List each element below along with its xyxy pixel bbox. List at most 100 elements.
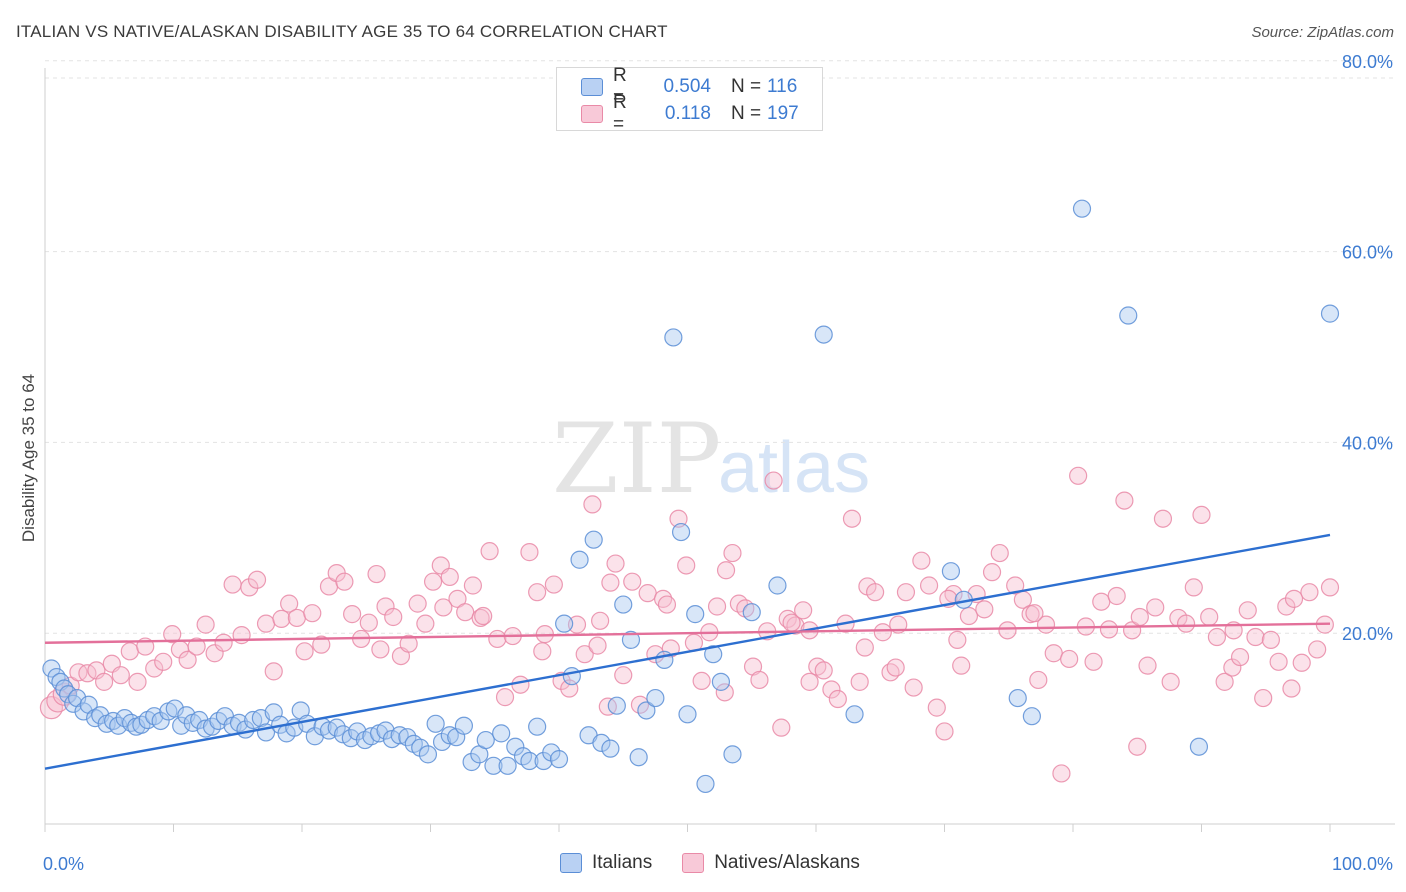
correlation-legend: R = 0.504 N = 116 R = 0.118 N = 197 [556, 65, 823, 135]
data-point [661, 639, 680, 658]
data-point [1146, 598, 1165, 617]
data-point [434, 598, 453, 617]
data-point [1006, 576, 1025, 595]
data-point [828, 689, 847, 709]
data-point [998, 621, 1017, 640]
data-point [1320, 578, 1340, 597]
data-point [399, 634, 418, 653]
trend-lines [44, 533, 1331, 770]
source-label: Source: ZipAtlas.com [1251, 24, 1394, 41]
data-point [440, 567, 459, 587]
data-point [187, 637, 206, 656]
data-point [696, 774, 715, 794]
data-point [1269, 652, 1288, 671]
data-point [750, 670, 769, 690]
data-point [845, 705, 864, 724]
data-point [716, 561, 736, 580]
data-point [742, 603, 761, 622]
data-point [240, 578, 259, 597]
data-point [463, 576, 483, 595]
data-point [178, 650, 197, 670]
data-point [343, 605, 362, 624]
data-point [677, 556, 696, 575]
data-point [664, 328, 683, 347]
data-point [866, 583, 885, 602]
legend-swatch-natives [581, 105, 603, 123]
data-point [711, 672, 731, 691]
data-point [59, 685, 78, 704]
data-point [335, 572, 354, 591]
data-point [280, 594, 299, 613]
data-point [800, 672, 819, 691]
data-point [1119, 306, 1138, 325]
data-point [657, 595, 677, 614]
data-point [912, 551, 931, 570]
data-point [488, 629, 507, 649]
data-point [588, 636, 607, 655]
data-point [591, 611, 610, 630]
data-point [1044, 644, 1063, 663]
y-tick-label: 40.0% [1342, 433, 1393, 453]
data-point [549, 750, 569, 769]
data-point [606, 554, 625, 573]
data-point [520, 543, 539, 562]
data-point [975, 600, 994, 619]
data-point [601, 739, 620, 758]
data-point [723, 543, 742, 563]
data-point [1060, 649, 1079, 669]
data-point [120, 642, 139, 661]
y-tick-labels: 20.0% 40.0% 60.0% 80.0% [1342, 52, 1393, 644]
data-point [272, 609, 291, 628]
trend-line [44, 533, 1331, 770]
data-point [229, 713, 249, 732]
data-point [723, 745, 742, 764]
data-point [1254, 688, 1273, 708]
data-point [1138, 656, 1157, 675]
legend-item-italians[interactable]: Italians [560, 852, 652, 874]
data-point [704, 645, 723, 664]
watermark-atlas: atlas [718, 428, 870, 508]
data-point [607, 696, 626, 715]
legend-swatch-italians [581, 78, 603, 96]
data-point [855, 638, 874, 657]
natives-alaskans-points [39, 466, 1340, 783]
trend-line [44, 622, 1331, 644]
legend-r-value: 0.118 [664, 103, 711, 124]
legend-item-natives[interactable]: Natives/Alaskans [682, 852, 860, 874]
data-point [671, 522, 691, 542]
data-point [384, 607, 403, 627]
data-point [533, 642, 552, 661]
legend-n-value: 197 [767, 103, 799, 124]
data-point [359, 613, 378, 632]
y-tick-label: 20.0% [1342, 624, 1393, 644]
data-point [1184, 578, 1203, 597]
data-point [678, 705, 697, 724]
data-point [959, 606, 979, 626]
data-point [1099, 620, 1119, 639]
data-point [948, 630, 967, 649]
data-point [764, 471, 783, 490]
data-point [768, 576, 787, 595]
series-legend: Italians Natives/Alaskans [560, 852, 890, 874]
data-point [935, 722, 954, 741]
legend-r-label: R = [613, 65, 627, 108]
data-point [471, 608, 490, 628]
data-point [426, 714, 445, 733]
data-point [1153, 509, 1173, 528]
data-point [474, 606, 493, 626]
data-point [794, 601, 813, 620]
data-point [498, 756, 517, 775]
data-point [1008, 688, 1027, 708]
data-point [327, 718, 346, 737]
data-point [1161, 672, 1180, 691]
data-point [454, 716, 474, 735]
data-point [1238, 601, 1257, 620]
data-point [196, 615, 215, 634]
data-point [172, 716, 191, 735]
data-point [154, 652, 173, 671]
data-point [1308, 640, 1327, 659]
data-point [614, 595, 633, 614]
data-point [570, 550, 589, 569]
legend-r-value: 0.504 [663, 76, 711, 97]
